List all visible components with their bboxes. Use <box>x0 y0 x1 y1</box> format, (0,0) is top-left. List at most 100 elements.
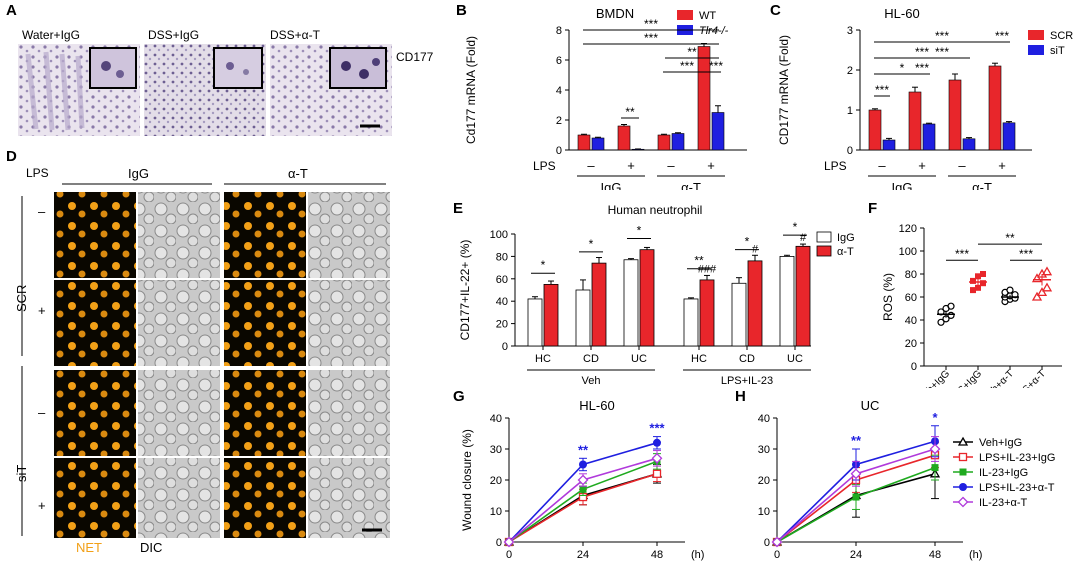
panel-d-lps-state-4: + <box>38 498 46 513</box>
bar <box>868 109 882 151</box>
sig-label: ** <box>851 433 862 448</box>
y-tick-label: 40 <box>496 296 508 308</box>
bar <box>527 298 543 347</box>
data-point <box>959 468 967 476</box>
legend-swatch <box>816 245 832 257</box>
y-tick-label: 2 <box>847 65 853 77</box>
group-label: IgG <box>892 180 913 190</box>
lps-label: LPS <box>824 159 847 173</box>
lps-state: + <box>918 158 926 173</box>
sig-label: *** <box>935 29 949 43</box>
panel-d-lps-state-3: – <box>38 405 46 420</box>
x-tick-label: CD <box>583 353 599 365</box>
legend-label: Veh+IgG <box>979 437 1022 449</box>
legend-label: IL-23+IgG <box>979 467 1028 479</box>
x-tick-label: UC <box>787 353 803 365</box>
legend-label: Tlr4-/- <box>699 25 729 37</box>
y-tick-label: 0 <box>502 341 508 353</box>
data-point <box>970 277 976 284</box>
y-tick-label: 20 <box>496 319 508 331</box>
data-point <box>1006 286 1014 294</box>
data-point <box>852 493 860 501</box>
x-tick-label: HC <box>535 353 551 365</box>
x-unit-label: (h) <box>969 549 982 561</box>
data-point <box>947 302 955 310</box>
data-point <box>937 318 945 326</box>
sig-label: * <box>932 410 938 425</box>
y-tick-label: 0 <box>764 537 770 549</box>
bar <box>988 65 1002 151</box>
y-tick-label: 60 <box>496 274 508 286</box>
panel-label-a: A <box>6 2 17 19</box>
bar <box>543 284 559 347</box>
sig-label: * <box>637 223 642 237</box>
data-point <box>1031 291 1043 301</box>
hash-mark: # <box>752 243 759 255</box>
panel-label-d: D <box>6 148 17 165</box>
y-tick-label: 4 <box>556 85 562 97</box>
panel-d-images <box>21 183 390 538</box>
histology-dss-igg <box>144 44 266 136</box>
y-tick-label: 10 <box>758 506 770 518</box>
sig-label: *** <box>995 29 1009 43</box>
y-tick-label: 100 <box>490 229 508 241</box>
y-tick-label: 40 <box>490 413 502 425</box>
legend-label: LPS+IL-23+α-T <box>979 482 1055 494</box>
bar <box>962 138 976 151</box>
data-point <box>931 464 939 472</box>
chart-title: UC <box>861 398 880 413</box>
bar <box>657 134 671 151</box>
chart-f: 0 20 40 60 80 100 120 ROS (%) Veh+IgGLPS+IgGVeh+… <box>881 223 1062 388</box>
data-point <box>1031 273 1043 283</box>
x-tick-label: LPS+α-T <box>1012 368 1048 388</box>
x-tick-label: 48 <box>651 549 663 561</box>
y-axis-label: CD177 mRNA (Fold) <box>777 35 791 145</box>
bar <box>1002 122 1016 151</box>
y-tick-label: 0 <box>847 145 853 157</box>
sig-label: * <box>900 61 905 75</box>
x-tick-label: Veh+α-T <box>981 368 1016 388</box>
legend-label: siT <box>1050 45 1065 57</box>
bar <box>639 249 655 347</box>
x-tick-label: CD <box>739 353 755 365</box>
bar <box>731 282 747 347</box>
x-tick-label: HC <box>691 353 707 365</box>
bar <box>779 256 795 347</box>
panel-label-h: H <box>735 388 746 405</box>
sig-label: ** <box>625 105 635 119</box>
panel-label-e: E <box>453 200 464 217</box>
data-point <box>653 438 661 447</box>
panel-a-stain-label: CD177 <box>396 50 434 64</box>
panel-d-lps-state-1: – <box>38 204 46 219</box>
x-tick-label: UC <box>631 353 647 365</box>
data-point <box>970 287 976 294</box>
sig-label: ** <box>578 442 589 457</box>
y-tick-label: 80 <box>496 251 508 263</box>
sig-label: *** <box>875 83 889 97</box>
y-axis-label: Wound closure (%) <box>460 429 474 531</box>
sig-label: *** <box>644 17 658 31</box>
panel-label-b: B <box>456 2 467 19</box>
y-tick-label: 60 <box>905 292 917 304</box>
sig-label: ** <box>1005 231 1015 245</box>
data-point <box>1036 287 1048 297</box>
data-point <box>947 311 955 320</box>
y-tick-label: 20 <box>490 475 502 487</box>
lps-state: + <box>707 158 715 173</box>
x-tick-label: Veh+IgG <box>917 368 953 388</box>
chart-title: BMDN <box>596 6 634 21</box>
lps-state: – <box>587 158 595 173</box>
y-tick-label: 120 <box>899 223 917 235</box>
group-label: α-T <box>681 180 701 190</box>
panel-d-channel-dic: DIC <box>140 540 163 555</box>
data-point <box>980 271 986 277</box>
y-tick-label: 1 <box>847 105 853 117</box>
panel-d-lps-state-2: + <box>38 303 46 318</box>
sig-label: * <box>745 235 750 249</box>
lps-state: – <box>878 158 886 173</box>
data-point <box>771 536 783 548</box>
data-point <box>929 443 941 455</box>
data-point <box>1041 282 1053 292</box>
y-tick-label: 30 <box>758 444 770 456</box>
